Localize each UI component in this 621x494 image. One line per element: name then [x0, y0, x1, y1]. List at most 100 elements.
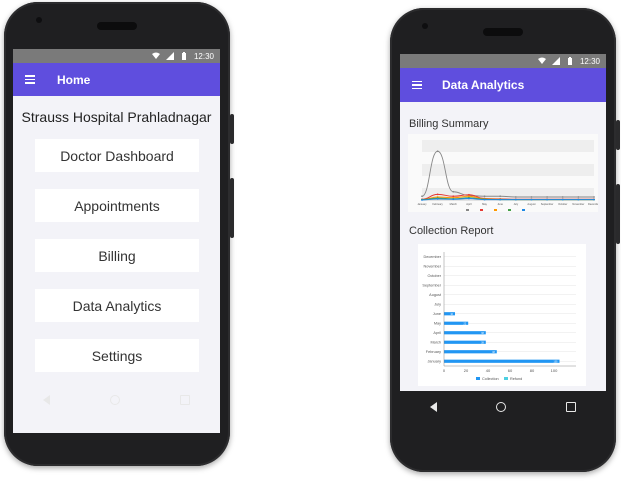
collection-bar: [444, 359, 560, 363]
home-icon[interactable]: [110, 395, 120, 405]
x-tick-label: February: [432, 202, 443, 206]
bar-value-label: 38: [481, 332, 484, 335]
signal-icon: [551, 57, 560, 65]
category-label: October: [427, 274, 441, 278]
left-screen: 12:30 Home Strauss Hospital Prahladnagar…: [13, 49, 220, 433]
series-point: [546, 196, 548, 198]
series-point: [468, 195, 470, 198]
series-point: [593, 198, 595, 201]
left-phone-camera: [36, 17, 42, 23]
x-tick-label: 0: [443, 368, 446, 373]
back-icon[interactable]: [429, 402, 437, 412]
series-point: [483, 195, 486, 198]
wifi-icon: [151, 52, 160, 60]
x-tick-label: April: [466, 202, 472, 206]
status-bar: 12:30: [13, 49, 220, 63]
settings-button[interactable]: Settings: [35, 339, 199, 372]
page-title: Home: [57, 72, 91, 87]
legend-swatch: [466, 209, 469, 211]
grid-band: [422, 164, 594, 176]
nav-bar: [400, 396, 606, 418]
battery-icon: [180, 52, 188, 60]
status-time: 12:30: [193, 51, 214, 61]
page-title: Data Analytics: [442, 78, 525, 92]
recent-apps-icon[interactable]: [566, 402, 577, 412]
series-point: [468, 193, 470, 196]
series-point: [421, 199, 423, 201]
menu-icon[interactable]: [412, 80, 422, 90]
series-point: [577, 196, 580, 198]
right-screen: 12:30 Data Analytics Billing Summary Jan…: [400, 54, 606, 391]
billing-button[interactable]: Billing: [35, 239, 199, 272]
recent-apps-icon[interactable]: [180, 395, 190, 405]
x-tick-label: August: [527, 202, 535, 206]
series-point: [436, 150, 439, 153]
right-phone-camera: [422, 23, 428, 29]
series-point: [499, 195, 502, 198]
left-phone-power-button[interactable]: [230, 114, 234, 144]
series-line: [421, 150, 594, 198]
series-point: [514, 198, 517, 201]
series-point: [452, 195, 455, 198]
collection-report-svg: December November October September August Ju…: [422, 252, 576, 381]
x-tick-label: 20: [464, 368, 469, 373]
billing-summary-chart: January February March April May June July Augu…: [408, 134, 600, 212]
home-icon[interactable]: [496, 402, 507, 412]
collection-report-title: Collection Report: [409, 225, 494, 237]
data-analytics-button[interactable]: Data Analytics: [35, 289, 199, 322]
series-point: [421, 195, 423, 198]
series-point: [468, 197, 470, 200]
category-label: March: [430, 340, 441, 344]
collection-bar: [444, 312, 455, 316]
series-point: [593, 196, 595, 198]
category-label: December: [423, 255, 441, 259]
app-bar: Home: [13, 63, 220, 96]
bar-value-label: 105: [554, 360, 559, 363]
billing-summary-title: Billing Summary: [409, 118, 489, 130]
signal-icon: [165, 52, 174, 60]
menu-icon[interactable]: [25, 75, 35, 84]
bar-value-label: 10: [450, 313, 453, 316]
series-point: [436, 197, 439, 200]
series-point: [546, 198, 548, 201]
status-time: 12:30: [579, 56, 600, 66]
series-line: [421, 198, 594, 201]
app-bar: Data Analytics: [400, 68, 606, 102]
left-phone: 12:30 Home Strauss Hospital Prahladnagar…: [4, 2, 234, 466]
series-point: [452, 190, 455, 193]
x-tick-label: July: [514, 202, 519, 206]
hospital-name: Strauss Hospital Prahladnagar: [21, 109, 212, 125]
x-tick-label: 40: [486, 368, 491, 373]
x-tick-label: May: [482, 202, 488, 206]
category-label: June: [433, 312, 441, 316]
series-point: [514, 196, 517, 198]
collection-bar: [444, 321, 469, 325]
series-point: [530, 196, 533, 198]
status-bar: 12:30: [400, 54, 606, 68]
wifi-icon: [537, 57, 546, 65]
right-phone-power-button[interactable]: [616, 120, 620, 150]
bar-value-label: 38: [481, 341, 484, 344]
series-point: [530, 198, 533, 201]
billing-summary-svg: January February March April May June July Augu…: [417, 140, 600, 211]
legend-swatch: [480, 209, 483, 211]
nav-bar: [13, 389, 220, 411]
right-phone-speaker: [483, 28, 523, 36]
grid-band: [422, 188, 594, 200]
doctor-dashboard-button[interactable]: Doctor Dashboard: [35, 139, 199, 172]
collection-bar: [444, 331, 486, 335]
x-tick-label: 80: [530, 368, 535, 373]
left-phone-volume-button[interactable]: [230, 178, 234, 238]
x-tick-label: 60: [508, 368, 513, 373]
bar-value-label: 48: [492, 351, 495, 354]
x-tick-label: October: [558, 202, 567, 206]
legend-swatch: [476, 377, 480, 380]
legend-swatch: [522, 209, 525, 211]
back-icon[interactable]: [43, 395, 50, 405]
x-tick-label: March: [450, 202, 458, 206]
x-tick-label: December: [588, 202, 598, 206]
category-label: January: [427, 359, 441, 363]
appointments-button[interactable]: Appointments: [35, 189, 199, 222]
series-point: [483, 198, 486, 201]
right-phone-volume-button[interactable]: [616, 184, 620, 244]
